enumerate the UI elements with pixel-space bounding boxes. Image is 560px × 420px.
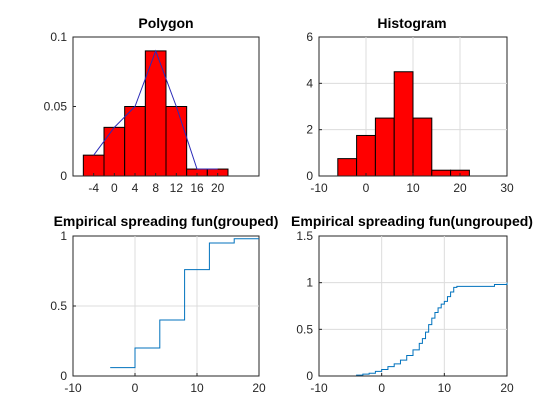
x-tick-label: 12 (170, 181, 184, 195)
x-tick-label: 10 (406, 181, 420, 195)
polygon-title: Polygon (138, 15, 193, 31)
x-tick-label: 20 (211, 181, 225, 195)
histogram-bar (431, 169, 452, 177)
histogram-bar (82, 154, 105, 177)
histogram-bar (165, 106, 188, 177)
y-tick-label: 0.1 (50, 30, 67, 44)
x-tick-label: -10 (310, 181, 328, 195)
x-tick-label: 20 (500, 381, 514, 395)
histogram-bar (337, 158, 358, 177)
histogram-bar (374, 117, 395, 177)
x-tick-label: -4 (88, 181, 99, 195)
x-tick-label: 20 (453, 181, 467, 195)
y-tick-label: 4 (306, 76, 313, 90)
histogram-title: Histogram (377, 15, 446, 31)
x-tick-label: 0 (111, 181, 118, 195)
y-tick-label: 0 (60, 169, 67, 183)
ecdf-step-line (110, 238, 259, 369)
x-tick-label: -10 (310, 381, 328, 395)
x-tick-label: 0 (363, 181, 370, 195)
ecdf-grouped-title: Empirical spreading fun(grouped) (54, 213, 279, 229)
y-tick-label: 2 (306, 123, 313, 137)
x-tick-label: 0 (378, 381, 385, 395)
y-tick-label: 1 (60, 229, 67, 243)
y-tick-label: 1.5 (296, 229, 313, 243)
frequency-polygon-line (93, 49, 218, 170)
x-tick-label: 30 (500, 181, 514, 195)
histogram-bar (124, 106, 146, 177)
x-tick-label: 10 (438, 381, 452, 395)
y-tick-label: 0 (60, 369, 67, 383)
y-tick-label: 0 (306, 169, 313, 183)
histogram-bar (356, 134, 376, 177)
y-tick-label: 1 (306, 276, 313, 290)
y-tick-label: 0.05 (44, 100, 68, 114)
x-tick-label: 0 (132, 381, 139, 395)
y-tick-label: 6 (306, 30, 313, 44)
y-tick-label: 0.5 (50, 299, 67, 313)
ecdf-ungrouped-title: Empirical spreading fun(ungrouped) (291, 213, 533, 229)
y-tick-label: 0 (306, 369, 313, 383)
x-tick-label: 16 (190, 181, 204, 195)
histogram-bar (103, 126, 126, 177)
x-tick-label: 8 (152, 181, 159, 195)
histogram-bar (412, 117, 433, 177)
x-tick-label: 20 (252, 381, 266, 395)
x-tick-label: -10 (64, 381, 82, 395)
ecdf-step-line (350, 282, 508, 377)
x-tick-label: 4 (132, 181, 139, 195)
y-tick-label: 0.5 (296, 322, 313, 336)
histogram-bar (393, 71, 414, 177)
x-tick-label: 10 (190, 381, 204, 395)
